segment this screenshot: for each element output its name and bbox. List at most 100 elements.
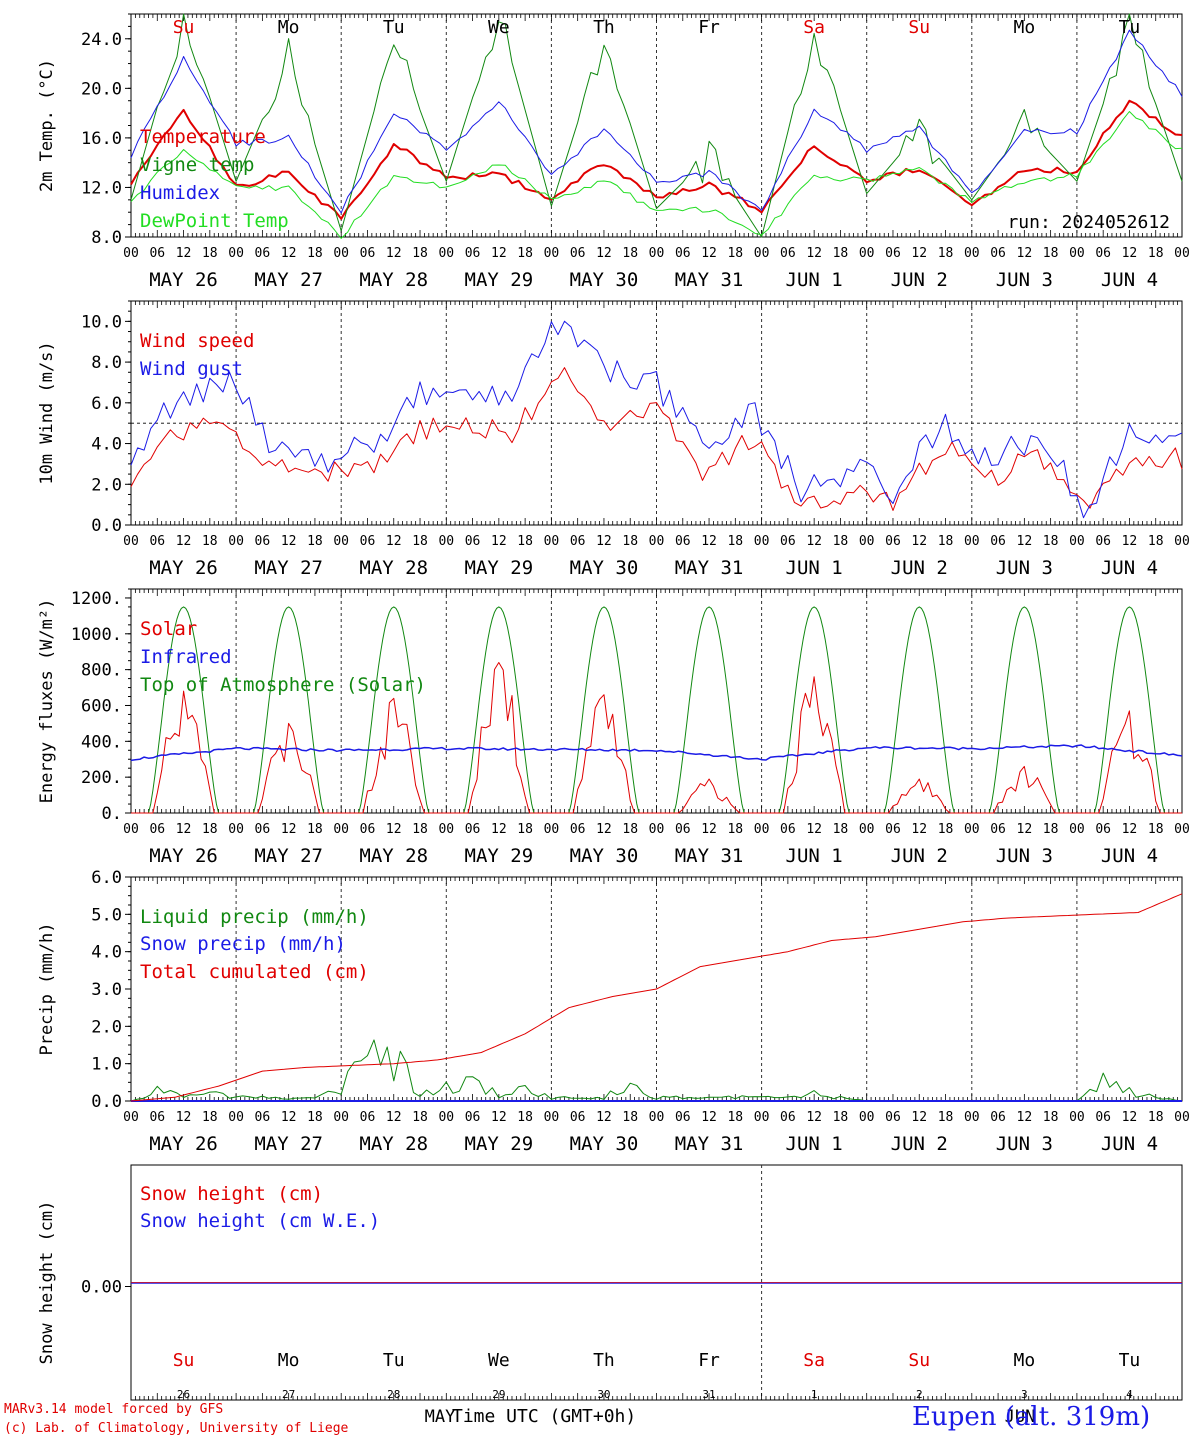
hour-tick-label: 12	[806, 822, 822, 837]
hour-tick-label: 00	[438, 246, 454, 261]
hour-tick-label: 00	[649, 1110, 665, 1125]
hour-tick-label: 18	[412, 822, 428, 837]
date-label: JUN 2	[891, 1133, 948, 1155]
date-label: JUN 4	[1101, 845, 1158, 867]
hour-tick-label: 06	[1095, 822, 1111, 837]
hour-tick-label: 06	[255, 534, 271, 549]
weekday-label: Tu	[383, 1350, 405, 1371]
legend-humidex: Humidex	[140, 182, 220, 204]
y-tick-label: 400.	[81, 732, 122, 752]
series-total-cumulated	[130, 893, 1183, 1102]
legend-solar: Solar	[140, 618, 197, 640]
day-number-label: 31	[702, 1388, 715, 1401]
hour-tick-label: 00	[1069, 1110, 1085, 1125]
day-number-label: 28	[387, 1388, 400, 1401]
weekday-label: Mo	[278, 17, 300, 38]
hour-tick-label: 00	[1069, 246, 1085, 261]
hour-tick-label: 06	[570, 822, 586, 837]
hour-tick-label: 00	[1174, 1110, 1190, 1125]
legend-wind-gust: Wind gust	[140, 358, 243, 380]
hour-tick-label: 12	[1122, 1110, 1138, 1125]
series-solar	[131, 662, 1182, 814]
y-tick-label: 12.0	[81, 178, 122, 198]
hour-tick-label: 06	[990, 1110, 1006, 1125]
hour-tick-label: 18	[202, 1110, 218, 1125]
hour-tick-label: 00	[438, 1110, 454, 1125]
date-label: JUN 3	[996, 1133, 1053, 1155]
date-label: JUN 3	[996, 557, 1053, 579]
hour-tick-label: 06	[675, 1110, 691, 1125]
hour-tick-label: 06	[570, 534, 586, 549]
hour-tick-label: 18	[833, 246, 849, 261]
hour-tick-label: 06	[675, 534, 691, 549]
legend-snow-precip-mm-h-: Snow precip (mm/h)	[140, 933, 346, 955]
y-tick-label: 4.0	[91, 943, 122, 963]
hour-tick-label: 12	[806, 246, 822, 261]
date-label: MAY 28	[359, 557, 428, 579]
hour-tick-label: 06	[780, 246, 796, 261]
hour-tick-label: 06	[149, 822, 165, 837]
date-label: JUN 1	[786, 269, 843, 291]
hour-tick-label: 12	[596, 822, 612, 837]
series-vigne-temp	[130, 13, 1183, 238]
hour-tick-label: 00	[123, 822, 139, 837]
hour-tick-label: 00	[1069, 534, 1085, 549]
hour-tick-label: 18	[833, 534, 849, 549]
hour-tick-label: 18	[622, 246, 638, 261]
hour-tick-label: 06	[885, 534, 901, 549]
date-label: MAY 28	[359, 269, 428, 291]
hour-tick-label: 12	[491, 822, 507, 837]
hour-tick-label: 18	[1043, 822, 1059, 837]
hour-tick-label: 06	[149, 534, 165, 549]
y-tick-label: 24.0	[81, 30, 122, 50]
hour-tick-label: 18	[727, 822, 743, 837]
hour-tick-label: 06	[675, 246, 691, 261]
weekday-label: Mo	[278, 1350, 300, 1371]
hour-tick-label: 12	[701, 246, 717, 261]
hour-tick-label: 12	[911, 1110, 927, 1125]
panel-1: 8.0 12.0 16.0 20.0 24.0 2m Temp. (°C) 00 06 12 18…	[37, 13, 1190, 291]
hour-tick-label: 06	[570, 1110, 586, 1125]
hour-tick-label: 18	[1148, 822, 1164, 837]
hour-tick-label: 06	[465, 246, 481, 261]
day-number-label: 2	[916, 1388, 923, 1401]
y-tick-label: 800.	[81, 661, 122, 681]
date-label: MAY 30	[570, 1133, 639, 1155]
hour-tick-label: 06	[780, 822, 796, 837]
date-label: JUN 2	[891, 269, 948, 291]
weekday-label: Fr	[698, 17, 720, 38]
panel-5: 0.00 Snow height (cm) Snow height (cm) Snow…	[37, 1164, 1183, 1427]
hour-tick-label: 00	[754, 1110, 770, 1125]
hour-tick-label: 06	[570, 246, 586, 261]
hour-tick-label: 00	[438, 534, 454, 549]
hour-tick-label: 12	[386, 822, 402, 837]
hour-tick-label: 18	[307, 1110, 323, 1125]
hour-tick-label: 18	[833, 822, 849, 837]
hour-tick-label: 18	[202, 534, 218, 549]
hour-tick-label: 12	[596, 246, 612, 261]
series-wind-gust	[130, 320, 1183, 519]
date-label: JUN 4	[1101, 269, 1158, 291]
hour-tick-label: 18	[202, 246, 218, 261]
hour-tick-label: 12	[1017, 246, 1033, 261]
series-temperature	[130, 99, 1183, 220]
y-axis-label: Snow height (cm)	[37, 1201, 57, 1365]
y-tick-label: 6.0	[91, 868, 122, 888]
hour-tick-label: 06	[990, 822, 1006, 837]
weekday-label: Tu	[383, 17, 405, 38]
weekday-label: Su	[908, 1350, 930, 1371]
hour-tick-label: 06	[360, 534, 376, 549]
hour-tick-label: 06	[149, 1110, 165, 1125]
y-tick-label: 8.0	[91, 353, 122, 373]
date-label: MAY 29	[465, 1133, 534, 1155]
hour-tick-label: 18	[1148, 1110, 1164, 1125]
hour-tick-label: 00	[333, 1110, 349, 1125]
hour-tick-label: 00	[964, 822, 980, 837]
date-label: MAY 27	[254, 1133, 323, 1155]
y-tick-label: 0.0	[91, 516, 122, 536]
y-tick-label: 1.0	[91, 1055, 122, 1075]
hour-tick-label: 12	[1017, 534, 1033, 549]
legend-infrared: Infrared	[140, 646, 232, 668]
legend-temperature: Temperature	[140, 126, 266, 148]
